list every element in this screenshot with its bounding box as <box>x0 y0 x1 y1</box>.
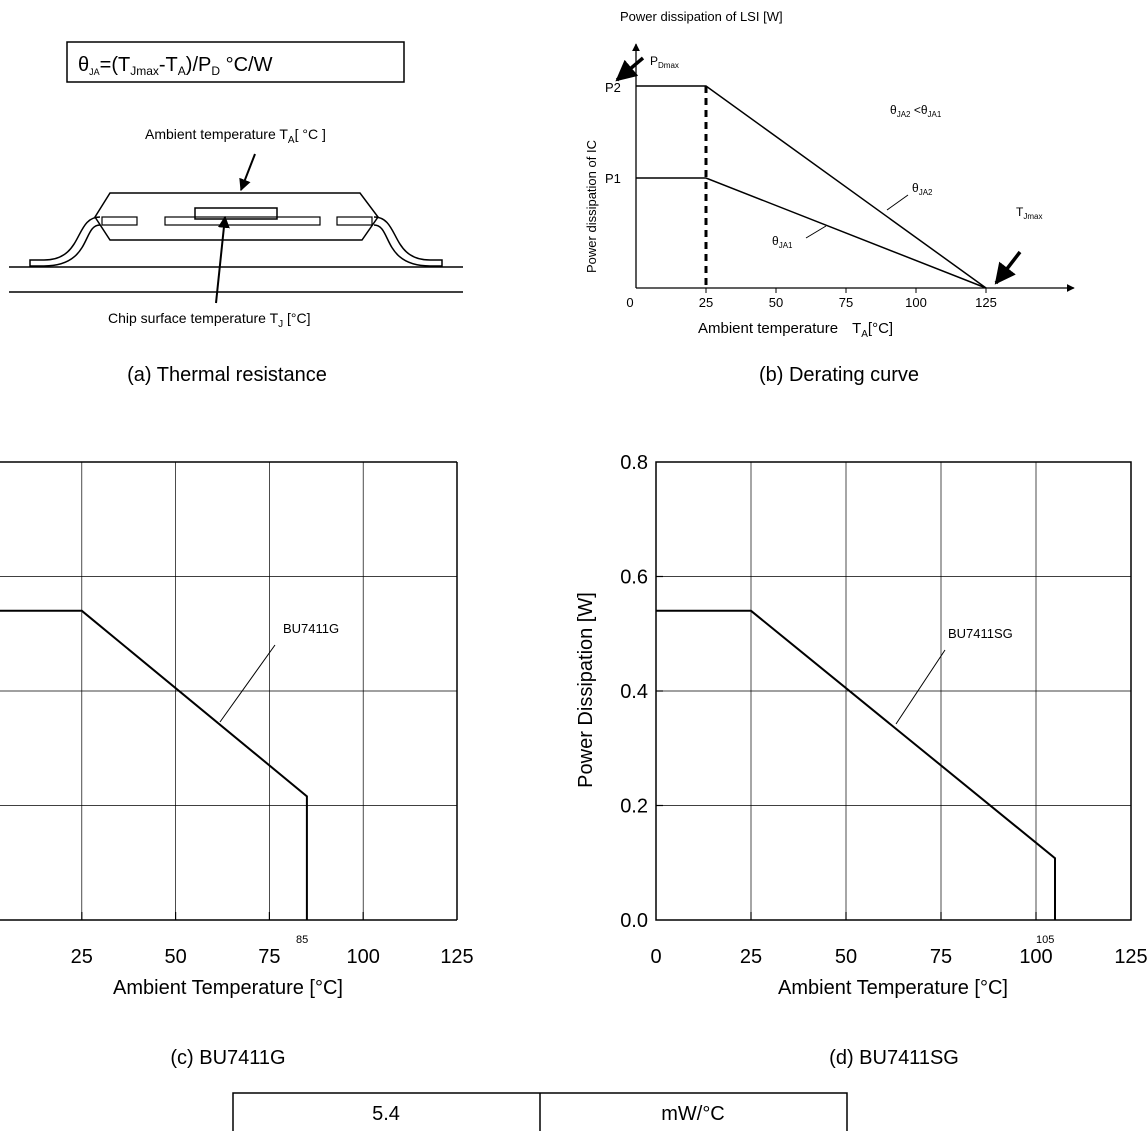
chip-arrow <box>215 215 230 304</box>
d-y-tick-label: 0.0 <box>620 910 648 932</box>
b-x-axis-label: Ambient temperature TA[°C] <box>698 320 893 340</box>
formula-text: θJA=(TJmax-TA)/PD °C/W <box>78 54 273 78</box>
b-p2-label: P2 <box>605 80 621 95</box>
c-series-bu7411g <box>0 609 308 920</box>
d-x-axis-label: Ambient Temperature [°C] <box>778 977 1008 999</box>
b-x-tick-label: 0 <box>626 295 633 310</box>
d-y-tick-label: 0.6 <box>620 567 648 589</box>
panel-c-bu7411g-chart: 25 50 75 100 125 BU7411G 85 Ambient Temperat… <box>0 461 474 1069</box>
b-pdmax-arrow <box>615 56 645 82</box>
b-theta-ja2-label: θJA2 <box>912 181 933 197</box>
lead-frame-left <box>101 216 138 226</box>
c-series-label: BU7411G <box>283 621 339 636</box>
b-x-tick-label: 75 <box>839 295 853 310</box>
lead-right <box>373 216 443 267</box>
table-value-cell: 5.4 <box>372 1103 400 1125</box>
d-y-tick-label: 0.2 <box>620 796 648 818</box>
d-y-tick-label: 0.4 <box>620 681 648 703</box>
c-x-tick-label: 125 <box>440 946 473 968</box>
chip-surface-temperature-label: Chip surface temperature TJ [°C] <box>108 310 311 330</box>
d-x-tick-label: 25 <box>740 946 762 968</box>
d-frame <box>655 461 1132 921</box>
d-y-tick-label: 0.8 <box>620 452 648 474</box>
c-x-tick-label: 50 <box>164 946 186 968</box>
d-series-bu7411sg <box>656 609 1056 920</box>
caption-d: (d) BU7411SG <box>829 1047 959 1069</box>
d-series-leader <box>895 649 946 725</box>
caption-b: (b) Derating curve <box>759 364 919 386</box>
d-x-tick-label: 125 <box>1114 946 1147 968</box>
ambient-temperature-label: Ambient temperature TA[ °C ] <box>145 126 326 146</box>
chip-die <box>194 207 278 220</box>
b-y-axis-label: Power dissipation of IC <box>584 140 599 273</box>
b-theta-ja2-leader <box>886 194 909 211</box>
b-relation-label: θJA2 <θJA1 <box>890 103 942 119</box>
c-gridlines <box>0 462 457 920</box>
caption-c: (c) BU7411G <box>170 1047 285 1069</box>
b-tjmax-arrow <box>994 250 1022 285</box>
d-y-axis-label: Power Dissipation [W] <box>575 592 597 788</box>
c-x-tick-label: 25 <box>71 946 93 968</box>
b-y-title: Power dissipation of LSI [W] <box>620 9 783 24</box>
b-p1-label: P1 <box>605 171 621 186</box>
formula-box <box>66 41 405 83</box>
b-x-tick-label: 100 <box>905 295 927 310</box>
derating-table: 5.4 mW/°C <box>232 1092 848 1131</box>
b-theta-ja1-label: θJA1 <box>772 234 793 250</box>
panel-d-bu7411sg-chart: 0.0 0.2 0.4 0.6 0.8 0 25 50 75 100 125 BU7411SG 1… <box>575 452 1147 1069</box>
c-x-tick-label: 100 <box>347 946 380 968</box>
b-series-theta-ja2 <box>636 85 987 289</box>
lead-frame-right <box>336 216 373 226</box>
c-annotation-85: 85 <box>296 934 308 946</box>
c-series-leader <box>219 644 276 723</box>
d-x-tick-label: 100 <box>1019 946 1052 968</box>
b-x-tick-label: 50 <box>769 295 783 310</box>
panel-a-thermal-resistance: θJA=(TJmax-TA)/PD °C/W Ambient temperatu… <box>9 41 463 386</box>
d-x-tick-label: 50 <box>835 946 857 968</box>
d-x-tick-labels: 0 25 50 75 100 125 <box>650 946 1147 968</box>
c-x-tick-label: 75 <box>258 946 280 968</box>
b-x-tick-label: 125 <box>975 295 997 310</box>
d-series-label: BU7411SG <box>948 626 1013 641</box>
caption-a: (a) Thermal resistance <box>127 364 327 386</box>
d-x-tick-label: 0 <box>650 946 661 968</box>
ambient-arrow <box>239 153 256 192</box>
c-x-tick-labels: 25 50 75 100 125 <box>71 946 474 968</box>
d-gridlines <box>656 462 1131 920</box>
b-pdmax-label: PDmax <box>650 54 679 70</box>
b-x-ticks: 0 25 50 75 100 125 <box>626 288 997 310</box>
lead-frame-center <box>164 216 321 226</box>
lead-left <box>29 216 101 267</box>
d-x-tick-label: 75 <box>930 946 952 968</box>
b-theta-ja1-leader <box>805 225 827 239</box>
b-series-theta-ja1 <box>636 177 987 289</box>
table-unit-cell: mW/°C <box>661 1103 725 1125</box>
d-y-tick-labels: 0.0 0.2 0.4 0.6 0.8 <box>620 452 648 932</box>
b-tjmax-label: TJmax <box>1016 205 1042 221</box>
c-x-axis-label: Ambient Temperature [°C] <box>113 977 343 999</box>
b-x-tick-label: 25 <box>699 295 713 310</box>
panel-b-derating-curve: Power dissipation of LSI [W] Power dissi… <box>584 9 1075 386</box>
d-annotation-105: 105 <box>1036 934 1054 946</box>
